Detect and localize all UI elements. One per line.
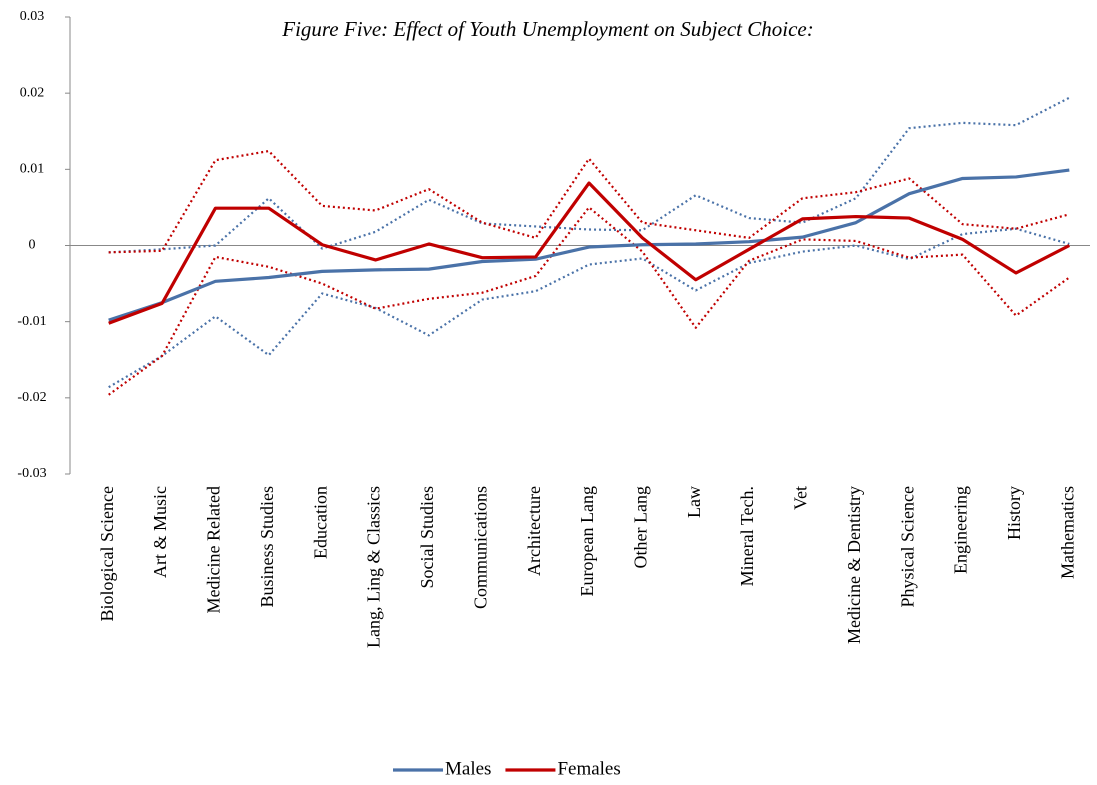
y-tick-label: -0.01	[17, 314, 46, 329]
y-tick-label: 0	[29, 238, 36, 253]
upper-bound-line	[108, 96, 1070, 254]
y-tick-label: -0.02	[17, 390, 46, 405]
x-tick-label: Other Lang	[630, 486, 650, 568]
x-tick-label: Mathematics	[1057, 486, 1077, 579]
x-tick-label: Medicine & Dentistry	[844, 486, 864, 644]
x-tick-label: Social Studies	[417, 486, 437, 588]
x-tick-label: Communications	[470, 486, 490, 609]
y-tick-label: -0.03	[17, 466, 46, 481]
y-tick-label: 0.02	[20, 85, 45, 100]
x-tick-label: Mineral Tech.	[737, 486, 757, 586]
lower-bound-line	[108, 206, 1070, 396]
lower-bound-line	[108, 227, 1070, 389]
x-tick-label: Lang, Ling & Classics	[364, 486, 384, 648]
x-tick-label: Engineering	[951, 486, 971, 574]
y-tick-label: 0.01	[20, 162, 45, 177]
x-tick-label: Vet	[791, 486, 811, 510]
legend-label: Males	[445, 758, 491, 779]
legend-label: Females	[557, 758, 620, 779]
x-tick-label: Art & Music	[150, 486, 170, 578]
series-line	[108, 168, 1070, 322]
series-line	[108, 181, 1071, 325]
upper-bound-line	[108, 149, 1070, 254]
chart-title: Figure Five: Effect of Youth Unemploymen…	[281, 17, 813, 41]
x-tick-label: Education	[310, 486, 330, 559]
x-tick-label: Physical Science	[897, 486, 917, 607]
x-tick-label: Law	[684, 486, 704, 518]
x-tick-label: Architecture	[524, 486, 544, 576]
x-tick-label: Business Studies	[257, 486, 277, 608]
y-tick-label: 0.03	[20, 9, 45, 24]
x-tick-label: European Lang	[577, 486, 597, 596]
x-tick-label: Biological Science	[97, 486, 117, 621]
x-tick-label: Medicine Related	[204, 486, 224, 613]
x-tick-label: History	[1004, 486, 1024, 540]
